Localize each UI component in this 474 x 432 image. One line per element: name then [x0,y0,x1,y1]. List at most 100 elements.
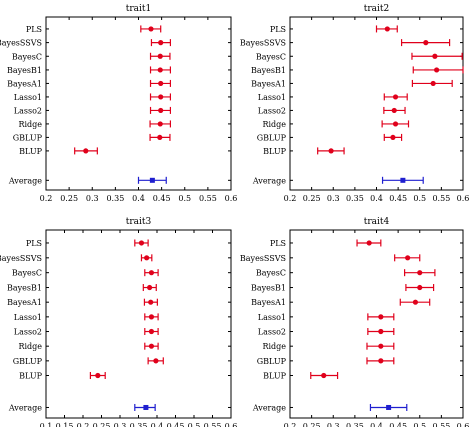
x-tick-label: 0.45 [167,422,185,427]
x-tick-label: 0.55 [199,194,217,203]
category-label-blup: BLUP [19,147,42,156]
x-tick-label: 0.4 [370,194,383,203]
x-tick-label: 0.3 [327,194,340,203]
estimate-point-blup [83,148,89,154]
panel-title: trait3 [126,217,152,227]
estimate-point-bayesb1 [417,284,423,291]
x-tick-label: 0.6 [457,194,470,203]
category-label-bayesc: BayesC [12,269,42,278]
chart-panel-trait3: trait3 0.1 0.15 0.2 0.25 0.3 0.35 0.4 0.45 0.5 0.5… [0,217,237,431]
x-tick-label: 0.4 [370,422,383,427]
category-label-lasso2: Lasso2 [258,328,286,337]
category-label-ridge: Ridge [262,342,286,351]
category-label-pls: PLS [26,239,42,248]
category-label-bayesc: BayesC [256,52,286,61]
estimate-point-ridge [392,121,399,127]
category-label-lasso2: Lasso2 [14,106,42,115]
estimate-point-lasso2 [158,107,164,114]
estimate-point-ridge [157,121,163,127]
category-label-average: Average [8,403,42,412]
category-label-lasso2: Lasso2 [14,328,42,337]
x-tick-label: 0.5 [178,194,191,203]
category-label-lasso1: Lasso1 [258,93,286,102]
estimate-point-bayesssvs [158,40,164,46]
estimate-point-bayesb1 [157,67,163,73]
estimate-point-lasso1 [158,94,164,100]
estimate-point-lasso1 [148,314,155,320]
estimate-point-blup [95,372,101,379]
average-point [386,404,392,410]
category-label-lasso1: Lasso1 [258,313,286,322]
plot-frame [45,229,232,419]
category-label-lasso1: Lasso1 [14,93,42,102]
category-label-blup: BLUP [19,372,42,381]
x-tick-label: 0.45 [153,194,171,203]
average-point [400,177,406,183]
x-tick-label: 0.55 [432,194,450,203]
category-label-average: Average [252,176,286,185]
estimate-point-lasso2 [391,107,397,114]
estimate-point-bayesssvs [144,255,150,261]
category-label-average: Average [252,403,286,412]
x-tick-label: 0.5 [413,422,426,427]
category-label-bayesc: BayesC [12,52,42,61]
category-label-ridge: Ridge [18,342,42,351]
estimate-point-pls [148,26,154,32]
chart-panel-trait2: trait2 0.2 0.25 0.3 0.35 0.4 0.45 0.5 0.55 0.6 PLS… [240,4,469,203]
x-tick-label: 0.15 [56,422,74,427]
estimate-point-bayesssvs [405,255,411,261]
x-tick-label: 0.2 [77,422,90,427]
estimate-point-blup [328,148,334,154]
x-tick-label: 0.3 [327,422,340,427]
x-tick-label: 0.2 [284,422,297,427]
estimate-point-gblup [390,134,396,141]
estimate-point-lasso1 [392,94,399,100]
category-label-pls: PLS [270,25,286,34]
estimate-point-ridge [148,343,155,349]
estimate-point-pls [384,26,390,32]
category-label-lasso2: Lasso2 [258,106,286,115]
estimate-point-lasso2 [378,328,384,335]
category-label-bayesa1: BayesA1 [7,79,42,88]
estimate-point-bayesb1 [147,284,153,291]
category-label-bayesssvs: BayesSSVS [0,39,42,48]
x-tick-label: 0.35 [106,194,124,203]
x-tick-label: 0.1 [40,422,53,427]
category-label-bayesb1: BayesB1 [7,66,42,75]
estimate-point-bayesa1 [148,299,154,305]
estimate-point-bayesa1 [412,299,419,305]
x-tick-label: 0.3 [114,422,127,427]
category-label-ridge: Ridge [18,120,42,129]
category-label-pls: PLS [270,239,286,248]
category-label-gblup: GBLUP [257,133,287,142]
estimate-point-bayesssvs [423,40,429,46]
estimate-point-lasso1 [378,314,384,320]
chart-panel-trait1: trait1 0.2 0.25 0.3 0.35 0.4 0.45 0.5 0.55 0.6 PLS… [0,4,237,203]
category-label-gblup: GBLUP [13,133,43,142]
plot-frame [45,16,232,191]
estimate-point-gblup [378,358,384,364]
estimate-point-pls [366,240,372,246]
x-tick-label: 0.25 [303,422,321,427]
plot-frame [289,229,464,419]
average-point [149,177,155,183]
x-tick-label: 0.55 [204,422,222,427]
x-tick-label: 0.4 [132,194,145,203]
estimate-point-bayesa1 [158,80,164,87]
x-tick-label: 0.25 [93,422,111,427]
category-label-bayesssvs: BayesSSVS [0,254,42,263]
estimate-point-pls [138,240,145,246]
chart-panel-trait4: trait4 0.2 0.25 0.3 0.35 0.4 0.45 0.5 0.55 0.6 PLS… [240,217,469,431]
x-tick-label: 0.2 [40,194,53,203]
category-label-bayesb1: BayesB1 [251,66,286,75]
category-label-bayesa1: BayesA1 [7,298,42,307]
category-label-ridge: Ridge [262,120,286,129]
x-tick-label: 0.45 [389,422,407,427]
category-label-bayesc: BayesC [256,269,286,278]
panel-title: trait4 [364,217,390,227]
x-tick-label: 0.4 [151,422,164,427]
estimate-point-ridge [378,343,384,349]
estimate-point-gblup [153,358,159,364]
